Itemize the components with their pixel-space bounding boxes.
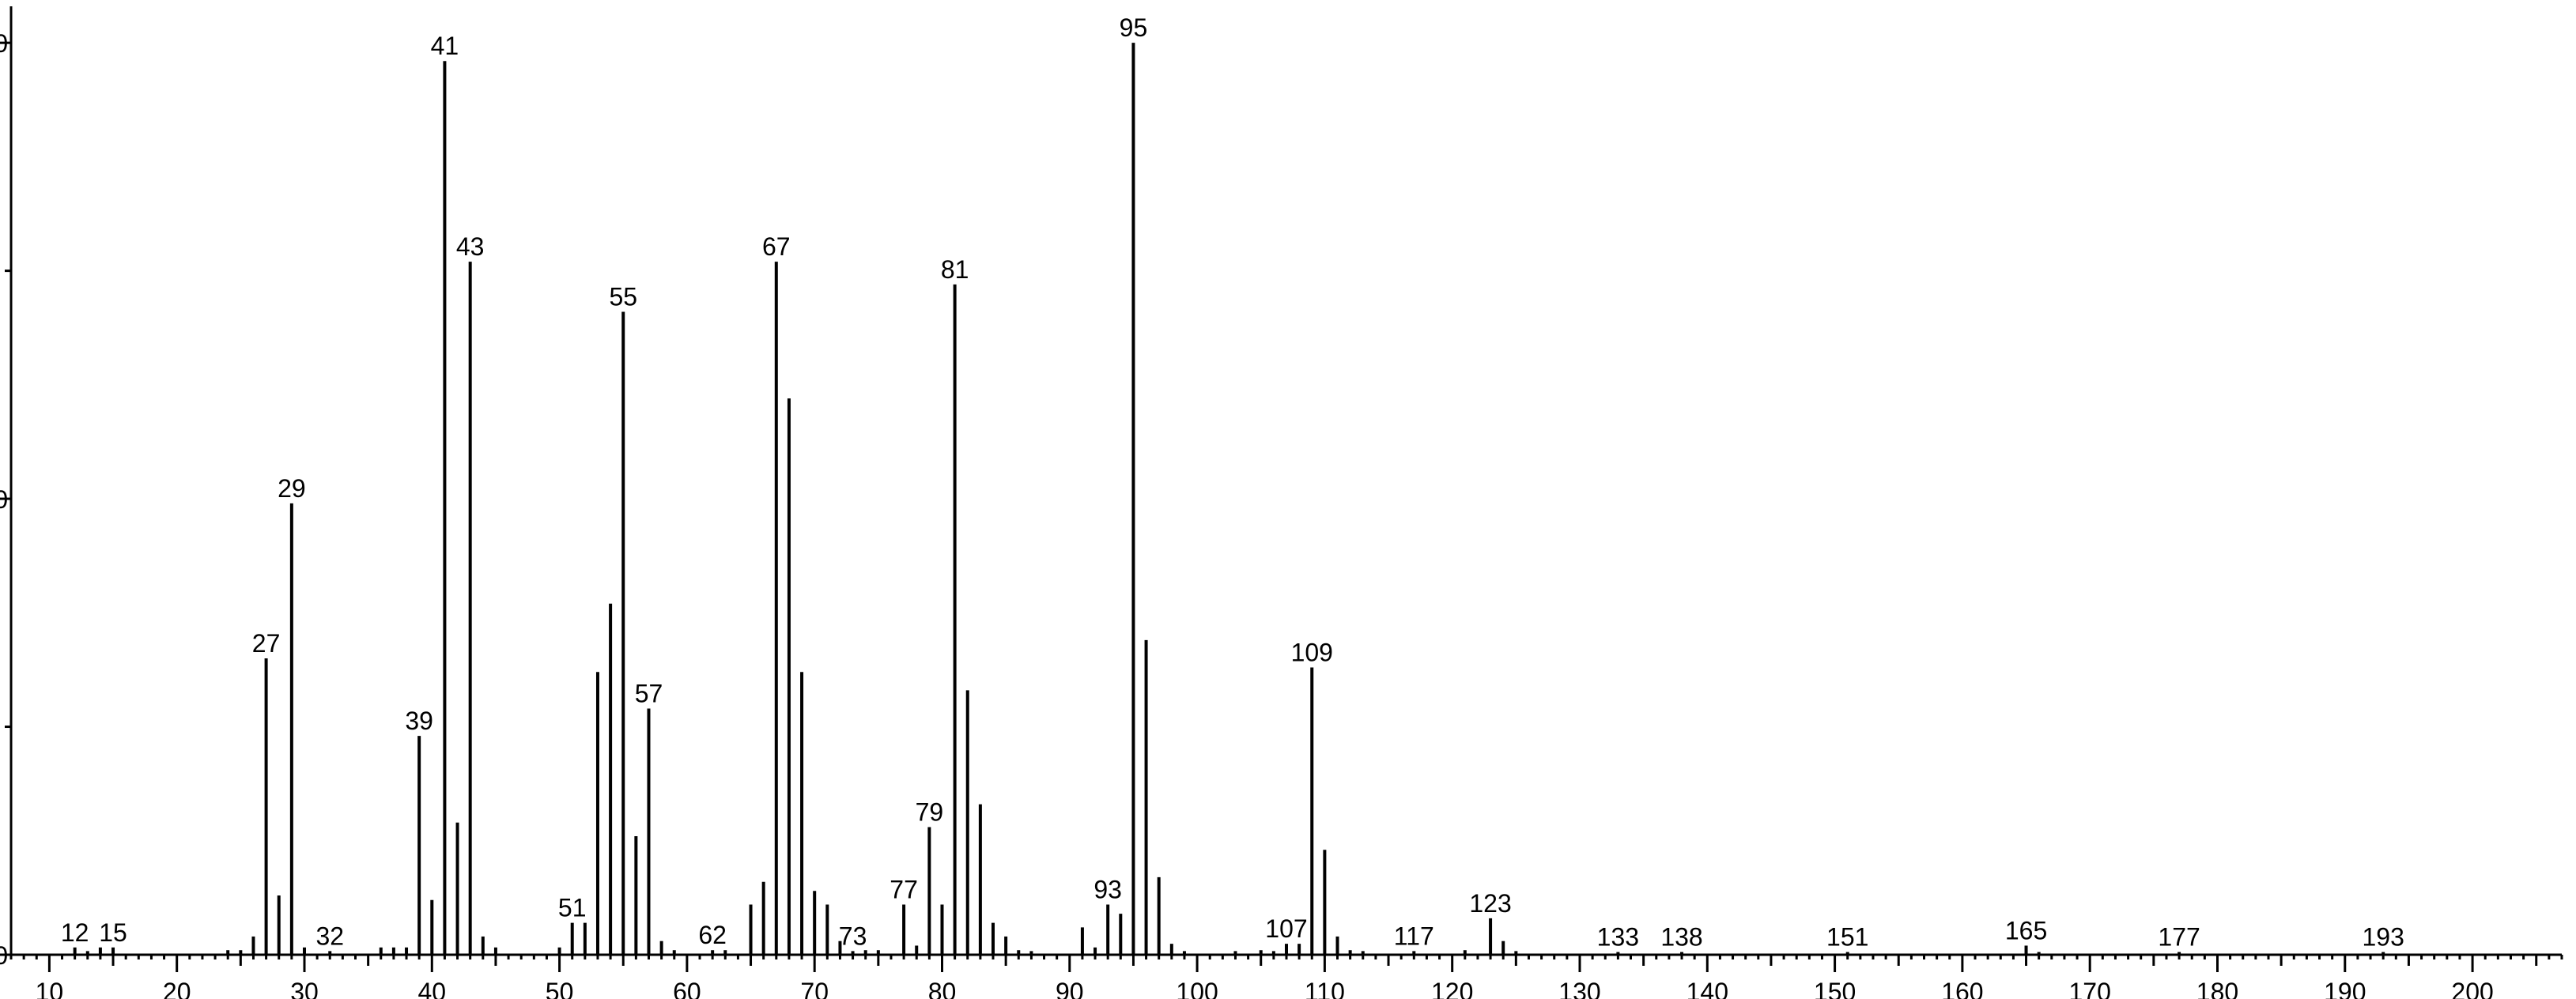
peak-label-93: 93 [1093,876,1122,904]
peak-label-39: 39 [405,707,433,735]
peak-label-12: 12 [61,918,89,947]
y-tick-label-0: 0 [0,941,8,970]
x-tick-label-100: 100 [1176,978,1218,999]
peak-label-133: 133 [1597,923,1639,952]
x-tick-label-50: 50 [546,978,574,999]
x-tick-label-90: 90 [1056,978,1084,999]
x-tick-label-170: 170 [2068,978,2110,999]
x-tick-label-160: 160 [1941,978,1983,999]
peak-label-193: 193 [2362,923,2404,952]
peak-label-15: 15 [99,918,127,947]
x-tick-label-140: 140 [1686,978,1728,999]
x-tick-label-20: 20 [163,978,191,999]
x-tick-label-130: 130 [1558,978,1600,999]
peak-label-109: 109 [1291,639,1333,667]
x-tick-label-10: 10 [36,978,64,999]
y-tick-label-50: 50 [0,485,8,514]
peak-label-123: 123 [1469,889,1511,918]
x-tick-label-150: 150 [1814,978,1856,999]
peak-label-81: 81 [941,255,969,284]
peak-label-67: 67 [762,232,791,261]
peak-label-79: 79 [916,797,944,826]
peak-label-55: 55 [609,283,637,311]
x-tick-label-120: 120 [1431,978,1473,999]
peak-label-151: 151 [1826,923,1868,952]
peak-label-117: 117 [1394,922,1434,950]
x-tick-label-30: 30 [290,978,319,999]
x-tick-label-80: 80 [928,978,957,999]
peak-label-group: 12 15 27 29 32 39 41 43 51 55 57 62 67 73 77 79 81 93 95 10… [61,13,2404,951]
peak-label-77: 77 [890,876,918,904]
x-tick-label-200: 200 [2451,978,2493,999]
peak-label-107: 107 [1265,914,1307,943]
x-ticks: 10 20 30 40 50 60 70 80 90 100 110 120 130 140 150 160 1… [9,955,2563,999]
axes [9,6,2562,956]
peak-label-57: 57 [635,679,663,707]
x-tick-label-190: 190 [2324,978,2366,999]
peak-label-73: 73 [839,922,867,950]
bar-group [73,43,2385,955]
peak-label-51: 51 [558,894,587,922]
peak-label-29: 29 [278,474,306,503]
y-ticks: 0 50 100 [0,29,11,970]
x-tick-label-110: 110 [1305,978,1345,999]
y-tick-label-100: 100 [0,29,8,58]
x-tick-label-60: 60 [673,978,701,999]
peak-label-32: 32 [315,922,344,950]
x-tick-label-70: 70 [800,978,829,999]
peak-label-138: 138 [1660,923,1702,952]
peak-label-177: 177 [2158,923,2200,952]
peak-label-95: 95 [1120,13,1148,42]
x-tick-label-40: 40 [417,978,446,999]
peak-label-43: 43 [456,232,485,261]
peak-label-27: 27 [252,629,281,658]
peak-label-41: 41 [431,32,459,60]
x-tick-label-180: 180 [2196,978,2238,999]
peak-label-165: 165 [2005,916,2047,944]
peak-label-62: 62 [698,921,727,949]
